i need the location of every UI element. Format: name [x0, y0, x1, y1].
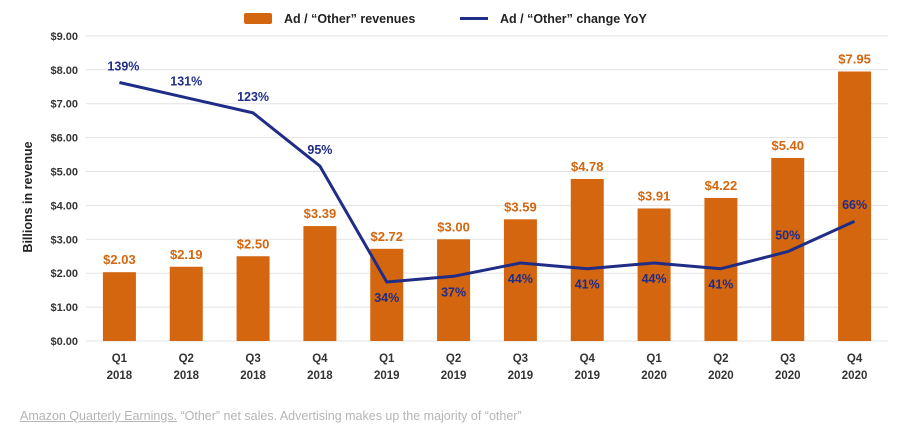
x-tick-year: 2019 [574, 370, 600, 382]
yoy-value-label: 44% [642, 272, 667, 286]
x-tick-quarter: Q1 [379, 353, 395, 365]
x-tick-year: 2020 [842, 370, 868, 382]
yoy-value-label: 41% [708, 278, 733, 292]
x-axis: Q1 2018 Q2 2018 Q3 2018 Q4 2018 Q1 2019 Q2 2019 Q3 20… [107, 353, 868, 382]
line-labels: 139% 131% 123% 95% 34% 37% 44% 41% 44% 41% 50% 66% [107, 60, 867, 306]
x-tick-year: 2020 [775, 370, 801, 382]
y-tick-label: $9.00 [50, 31, 78, 43]
bar [102, 272, 136, 341]
x-tick-year: 2018 [307, 370, 333, 382]
yoy-value-label: 50% [775, 229, 800, 243]
caption: Amazon Quarterly Earnings. “Other” net s… [20, 409, 522, 423]
bar [771, 157, 805, 341]
x-tick-quarter: Q4 [847, 353, 863, 365]
x-tick-year: 2019 [508, 370, 534, 382]
bars [102, 71, 872, 342]
gridlines [86, 35, 888, 342]
bar-value-label: $5.40 [771, 138, 804, 153]
yoy-value-label: 95% [307, 143, 332, 157]
bar [303, 226, 337, 341]
y-tick-label: $8.00 [50, 65, 78, 77]
y-tick-label: $4.00 [50, 200, 78, 212]
x-tick-quarter: Q3 [245, 353, 260, 365]
bar-value-label: $4.22 [705, 178, 738, 193]
y-tick-label: $2.00 [50, 268, 78, 280]
legend-line-label: Ad / “Other” change YoY [500, 12, 647, 26]
bar-value-label: $3.00 [437, 219, 470, 234]
yoy-value-label: 34% [374, 291, 399, 305]
x-tick-year: 2019 [441, 370, 467, 382]
bar [838, 71, 872, 342]
y-tick-label: $7.00 [50, 99, 78, 111]
yoy-value-label: 44% [508, 272, 533, 286]
bar [236, 256, 270, 341]
yoy-line [119, 81, 856, 284]
x-tick-year: 2018 [240, 370, 266, 382]
legend-bar-label: Ad / “Other” revenues [284, 12, 415, 26]
bar-value-label: $2.03 [103, 252, 136, 267]
x-tick-quarter: Q1 [112, 353, 128, 365]
bar [169, 266, 203, 341]
bar-value-label: $3.91 [638, 188, 671, 203]
yoy-value-label: 37% [441, 285, 466, 299]
bar-value-label: $7.95 [838, 51, 871, 66]
x-tick-year: 2020 [708, 370, 734, 382]
yoy-value-label: 41% [575, 278, 600, 292]
bar-value-label: $3.59 [504, 199, 537, 214]
bar [637, 208, 671, 341]
bar-value-label: $2.19 [170, 247, 203, 262]
x-tick-year: 2018 [107, 370, 133, 382]
x-tick-quarter: Q4 [580, 353, 596, 365]
y-axis-label: Billions in revenue [21, 141, 35, 252]
x-tick-year: 2020 [641, 370, 667, 382]
bar-value-label: $3.39 [304, 206, 337, 221]
source-link[interactable]: Amazon Quarterly Earnings. [20, 409, 178, 423]
yoy-value-label: 66% [842, 198, 867, 212]
x-tick-quarter: Q3 [513, 353, 528, 365]
bar-value-label: $2.72 [370, 229, 403, 244]
y-tick-label: $0.00 [50, 336, 78, 348]
yoy-value-label: 131% [170, 75, 202, 89]
x-tick-quarter: Q1 [646, 353, 662, 365]
caption-text: “Other” net sales. Advertising makes up … [177, 409, 522, 423]
y-tick-label: $3.00 [50, 234, 78, 246]
bar [570, 178, 604, 341]
x-tick-quarter: Q2 [446, 353, 461, 365]
x-tick-quarter: Q4 [312, 353, 328, 365]
bar [437, 239, 471, 341]
yoy-value-label: 139% [107, 60, 139, 74]
bar-labels: $2.03 $2.19 $2.50 $3.39 $2.72 $3.00 $3.59 $4.78… [103, 51, 871, 267]
y-tick-label: $6.00 [50, 133, 78, 145]
x-tick-quarter: Q3 [780, 353, 795, 365]
yoy-value-label: 123% [237, 90, 269, 104]
bar-value-label: $2.50 [237, 236, 270, 251]
bar [503, 219, 537, 341]
y-axis: $0.00 $1.00 $2.00 $3.00 $4.00 $5.00 $6.00 $7.00… [50, 31, 78, 348]
y-tick-label: $5.00 [50, 167, 78, 179]
yoy-line-path [119, 81, 856, 284]
legend: Ad / “Other” revenues Ad / “Other” chang… [244, 12, 647, 26]
x-tick-quarter: Q2 [713, 353, 728, 365]
x-tick-year: 2019 [374, 370, 400, 382]
y-tick-label: $1.00 [50, 302, 78, 314]
x-tick-year: 2018 [173, 370, 199, 382]
legend-bar-swatch [244, 13, 272, 24]
bar-value-label: $4.78 [571, 159, 604, 174]
x-tick-quarter: Q2 [179, 353, 194, 365]
